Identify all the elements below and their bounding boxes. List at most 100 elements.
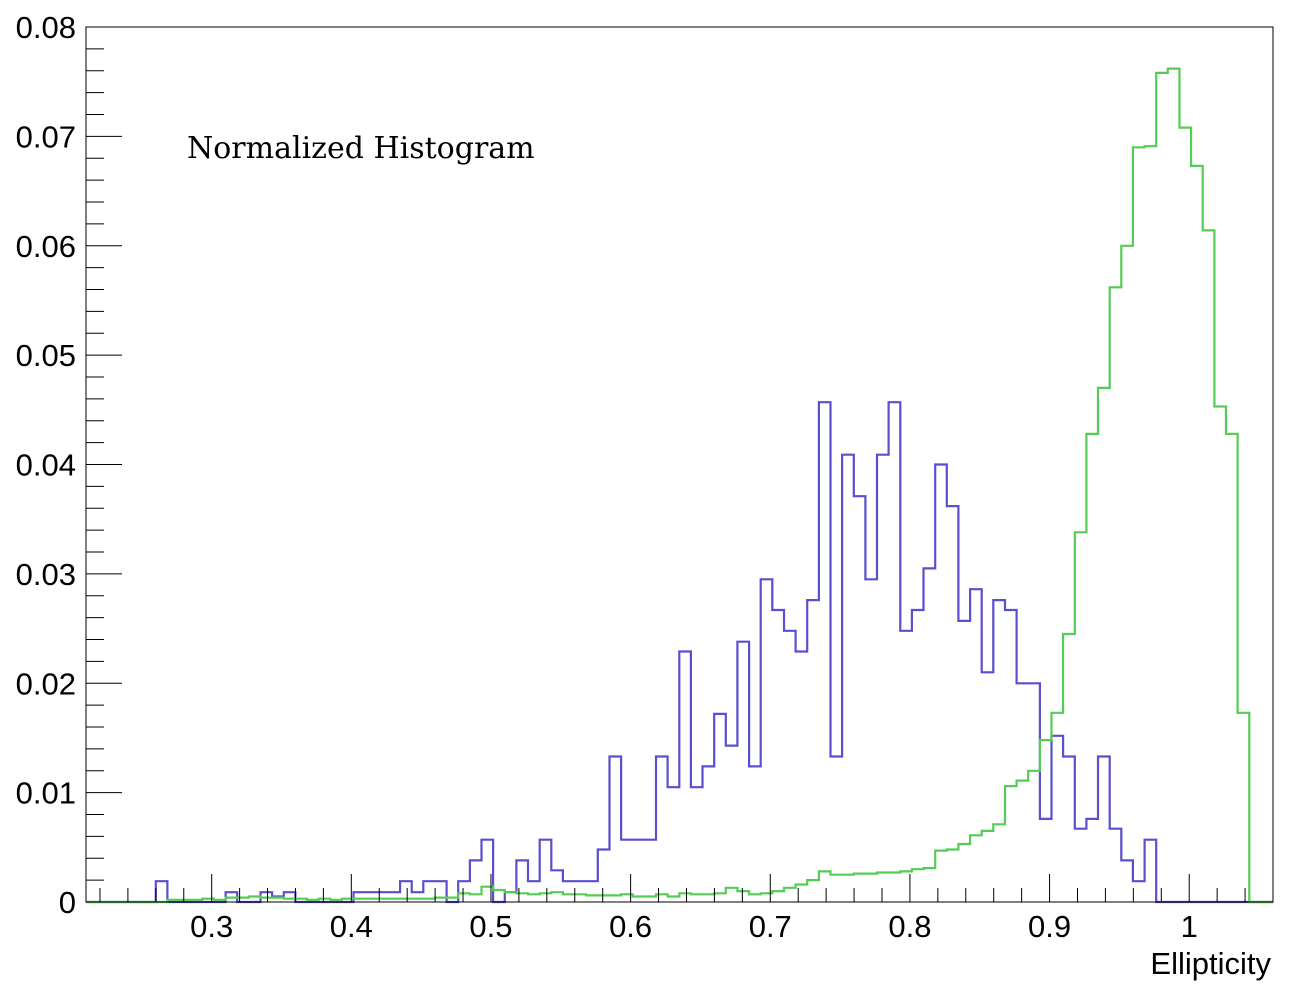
series-0-bin <box>928 465 940 903</box>
series-1-bin <box>428 898 440 902</box>
series-1-bin <box>718 888 730 902</box>
y-tick-label: 0.01 <box>16 776 76 811</box>
x-tick-label: 0.5 <box>469 909 512 944</box>
series-0-bin <box>882 402 894 902</box>
series-0-bin <box>626 840 638 902</box>
series-1-bin <box>871 872 883 902</box>
series-1-bin <box>963 835 975 902</box>
series-1-bin <box>591 895 603 902</box>
y-tick-label: 0.06 <box>16 229 76 264</box>
y-tick-label: 0 <box>59 885 76 920</box>
series-1-bin <box>858 874 870 902</box>
series-1-bin <box>975 831 987 902</box>
series-1-bin <box>1137 146 1149 902</box>
series-1-bin <box>1045 713 1057 902</box>
series-1-bin <box>766 891 778 902</box>
series-0-bin <box>812 402 824 902</box>
series-0-bin <box>847 496 859 902</box>
chart-annotation: Normalized Histogram <box>187 131 535 166</box>
series-0-bin <box>614 840 626 902</box>
series-0-bin <box>672 652 684 902</box>
series-1-bin <box>533 893 545 902</box>
series-1-bin <box>940 850 952 903</box>
series-1-bin <box>952 844 964 902</box>
series-0-bin <box>858 579 870 902</box>
series-0-bin <box>602 757 614 902</box>
y-tick-label: 0.04 <box>16 448 76 483</box>
series-1-bin <box>823 875 835 902</box>
series-1-bin <box>498 892 510 902</box>
x-axis-title: Ellipticity <box>1150 946 1271 981</box>
series-1-bin <box>1172 128 1184 902</box>
series-1-bin <box>696 894 708 902</box>
series-1-step-line <box>86 67 1273 904</box>
series-1-bin <box>742 894 754 902</box>
series-1-bin <box>474 887 486 902</box>
series-1-bin <box>836 875 848 902</box>
series-1-bin <box>661 897 673 902</box>
series-1-bin <box>998 786 1010 902</box>
series-1-bin <box>614 894 626 902</box>
series-1-bin <box>579 895 591 902</box>
series-1-bin <box>1196 230 1208 902</box>
y-tick-label: 0.05 <box>16 338 76 373</box>
series-1-bin <box>905 869 917 902</box>
series-1-bin <box>452 893 464 902</box>
series-1-bin <box>777 888 789 902</box>
series-1-bin <box>1033 740 1045 902</box>
x-tick-label: 0.6 <box>609 909 652 944</box>
series-0-bin <box>940 506 952 902</box>
series-1-bin <box>1010 781 1022 902</box>
series-1-bin <box>637 897 649 902</box>
series-1-bin <box>1150 73 1162 902</box>
series-1-bin <box>1067 532 1079 902</box>
series-0-bin <box>683 787 695 902</box>
series-1-bin <box>253 898 265 902</box>
series-1-bin <box>731 891 743 902</box>
x-tick-label: 1 <box>1181 909 1198 944</box>
x-tick-label: 0.8 <box>888 909 931 944</box>
series-1-bin <box>242 897 254 902</box>
series-0-bin <box>766 610 778 902</box>
series-1-bin <box>626 897 638 902</box>
series-0-bin <box>718 746 730 902</box>
series-1-bin <box>1102 287 1114 902</box>
series-0-bin <box>731 642 743 902</box>
series-0-bin <box>801 600 813 902</box>
series-1-bin <box>683 894 695 902</box>
series-0-bin <box>905 610 917 902</box>
series-0-bin <box>871 455 883 902</box>
series-1-bin <box>568 894 580 902</box>
series-1-bin <box>1115 246 1127 902</box>
series-0-bin <box>893 631 905 902</box>
x-tick-label: 0.3 <box>190 909 233 944</box>
series-0-bin <box>777 631 789 902</box>
series-0-bin <box>836 455 848 902</box>
series-1-bin <box>1091 388 1103 902</box>
series-1-bin <box>602 895 614 902</box>
series-1-bin <box>1185 166 1197 902</box>
x-tick-label: 0.4 <box>330 909 373 944</box>
series-1-bin <box>801 880 813 902</box>
series-1-bin <box>218 898 230 902</box>
x-axis: 0.3 0.4 0.5 0.6 0.7 0.8 0.9 1 <box>99 874 1274 944</box>
series-1-bin <box>1207 407 1219 902</box>
series-0-bin <box>753 579 765 902</box>
series-1-bin <box>463 894 475 902</box>
series-1-bin <box>672 893 684 902</box>
y-tick-label: 0.08 <box>16 10 76 45</box>
series-0-bin <box>917 568 929 902</box>
series-1-bin <box>882 872 894 902</box>
series-0-bin <box>649 757 661 902</box>
series-0-bin <box>696 766 708 902</box>
series-1-bin <box>265 898 277 902</box>
series-1-bin <box>812 871 824 902</box>
series-0-bin <box>788 652 800 902</box>
y-tick-label: 0.02 <box>16 666 76 701</box>
y-tick-label: 0.03 <box>16 557 76 592</box>
x-tick-label: 0.9 <box>1028 909 1071 944</box>
y-axis: 0 0.01 0.02 0.03 0.04 0.05 0.06 0.07 0.08 <box>16 10 122 920</box>
series-0-bin <box>661 787 673 902</box>
series-1-bin <box>847 874 859 902</box>
